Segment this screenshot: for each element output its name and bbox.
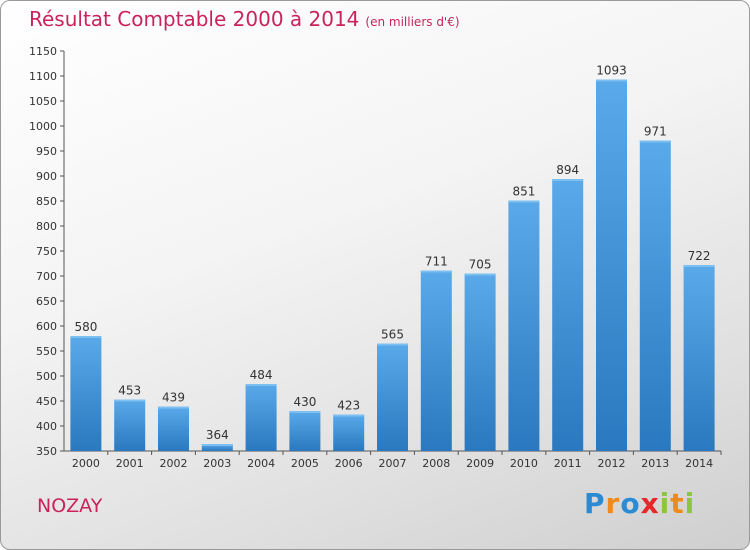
- bar-highlight: [508, 200, 540, 203]
- y-tick-label: 1050: [29, 95, 57, 108]
- data-label-2009: 705: [469, 258, 492, 272]
- bar-highlight: [596, 79, 627, 82]
- y-tick-label: 700: [36, 270, 57, 283]
- logo-letter: P: [584, 487, 606, 520]
- y-tick-label: 800: [36, 220, 57, 233]
- bar-2006: [333, 414, 365, 451]
- x-tick-label: 2004: [247, 457, 275, 470]
- logo-letter: r: [605, 487, 621, 520]
- logo-letter: x: [640, 487, 660, 520]
- place-name: NOZAY: [37, 495, 103, 517]
- chart-subtitle: (en milliers d'€): [365, 15, 460, 29]
- data-label-2005: 430: [293, 395, 316, 409]
- x-tick-label: 2010: [510, 457, 538, 470]
- x-tick-label: 2003: [203, 457, 231, 470]
- bar-2014: [683, 265, 715, 451]
- x-tick-label: 2005: [291, 457, 319, 470]
- data-label-2011: 894: [556, 163, 579, 177]
- bar-2005: [289, 411, 321, 451]
- logo-letter: o: [620, 487, 641, 520]
- data-label-2003: 364: [206, 428, 229, 442]
- axes: 350 400 450 500 550 600 650 700 750 800 850 900 950 1…: [29, 45, 722, 470]
- y-tick-label: 850: [36, 195, 57, 208]
- y-tick-label: 350: [36, 445, 57, 458]
- bar-2002: [158, 406, 189, 451]
- bar-highlight: [639, 140, 671, 143]
- y-tick-label: 550: [36, 345, 57, 358]
- x-tick-label: 2000: [72, 457, 100, 470]
- bar-2010: [508, 200, 540, 451]
- bar-highlight: [289, 411, 321, 413]
- y-tick-label: 1150: [29, 45, 57, 58]
- y-tick-label: 500: [36, 370, 57, 383]
- data-labels: 580 453 439 364 484 430 423 565 711 705 851 894 1093…: [74, 64, 710, 443]
- bar-2008: [420, 270, 452, 451]
- bars: [70, 79, 715, 451]
- y-tick-label: 950: [36, 145, 57, 158]
- logo-letter: i: [659, 487, 671, 520]
- x-tick-label: 2001: [116, 457, 144, 470]
- bar-highlight: [377, 343, 408, 346]
- data-label-2002: 439: [162, 391, 185, 405]
- data-label-2010: 851: [512, 185, 535, 199]
- bar-highlight: [333, 414, 365, 417]
- x-tick-label: 2007: [379, 457, 407, 470]
- x-tick-label: 2011: [554, 457, 582, 470]
- data-label-2013: 971: [644, 125, 667, 139]
- data-label-2000: 580: [74, 320, 97, 334]
- chart-title-text: Résultat Comptable 2000 à 2014: [29, 7, 360, 31]
- y-tick-label: 450: [36, 395, 57, 408]
- y-tick-label: 750: [36, 245, 57, 258]
- y-tick-label: 400: [36, 420, 57, 433]
- data-label-2006: 423: [337, 399, 360, 413]
- x-tick-label: 2009: [466, 457, 494, 470]
- bar-2012: [596, 79, 627, 451]
- data-label-2001: 453: [118, 384, 141, 398]
- y-tick-label: 650: [36, 295, 57, 308]
- x-tick-label: 2006: [335, 457, 363, 470]
- data-label-2004: 484: [250, 368, 273, 382]
- bar-highlight: [158, 406, 189, 409]
- bar-highlight: [552, 179, 584, 181]
- bar-2004: [245, 384, 277, 451]
- bar-highlight: [70, 336, 102, 338]
- bar-2013: [639, 140, 671, 451]
- bar-highlight: [420, 270, 452, 273]
- y-tick-label: 900: [36, 170, 57, 183]
- x-tick-label: 2002: [160, 457, 188, 470]
- y-tick-label: 1100: [29, 70, 57, 83]
- logo-letter: t: [670, 487, 685, 520]
- data-label-2008: 711: [425, 255, 448, 269]
- bar-highlight: [683, 265, 715, 267]
- data-label-2007: 565: [381, 328, 404, 342]
- y-tick-label: 600: [36, 320, 57, 333]
- bar-2000: [70, 336, 102, 451]
- chart-title: Résultat Comptable 2000 à 2014 (en millie…: [29, 7, 460, 31]
- y-tick-label: 1000: [29, 120, 57, 133]
- bar-2009: [464, 273, 496, 451]
- x-tick-label: 2014: [685, 457, 713, 470]
- x-tick-label: 2013: [641, 457, 669, 470]
- data-label-2012: 1093: [596, 64, 627, 78]
- logo-letter: i: [684, 487, 696, 520]
- bar-2011: [552, 179, 584, 451]
- bar-2003: [201, 444, 233, 451]
- bar-highlight: [114, 399, 146, 402]
- bar-2001: [114, 399, 146, 451]
- x-tick-label: 2012: [598, 457, 626, 470]
- bar-highlight: [464, 273, 496, 276]
- bar-2007: [377, 343, 408, 451]
- proxiti-logo: Proxiti: [584, 487, 695, 520]
- bar-highlight: [245, 384, 277, 386]
- bar-highlight: [201, 444, 233, 446]
- data-label-2014: 722: [688, 249, 711, 263]
- x-tick-label: 2008: [422, 457, 450, 470]
